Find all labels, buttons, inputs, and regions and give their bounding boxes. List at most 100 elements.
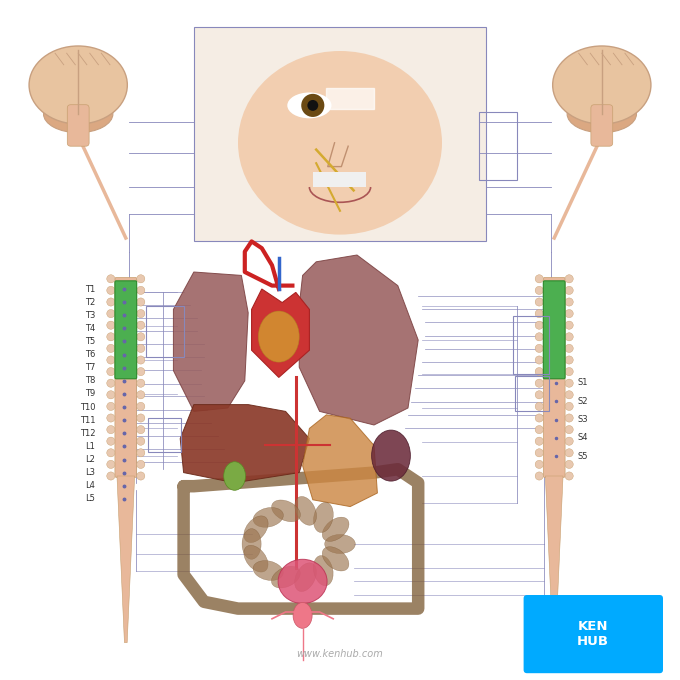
Polygon shape [299, 255, 418, 425]
Text: L4: L4 [85, 481, 95, 490]
Ellipse shape [371, 430, 410, 481]
Ellipse shape [287, 92, 332, 118]
Bar [194, 27, 486, 241]
Circle shape [535, 286, 543, 294]
Text: T1: T1 [85, 284, 95, 294]
Circle shape [535, 298, 543, 306]
Ellipse shape [44, 95, 113, 133]
Circle shape [565, 460, 573, 469]
Text: S4: S4 [578, 433, 588, 443]
Circle shape [565, 391, 573, 399]
Text: T7: T7 [85, 363, 95, 372]
Circle shape [535, 379, 543, 388]
Circle shape [107, 309, 115, 318]
Circle shape [137, 333, 145, 341]
Ellipse shape [238, 51, 442, 235]
Circle shape [137, 367, 145, 375]
Circle shape [107, 472, 115, 480]
Ellipse shape [322, 517, 349, 541]
Circle shape [107, 367, 115, 375]
Circle shape [565, 344, 573, 352]
Circle shape [137, 460, 145, 469]
Ellipse shape [293, 602, 312, 628]
Circle shape [535, 321, 543, 329]
Circle shape [535, 426, 543, 434]
Circle shape [107, 321, 115, 329]
Circle shape [535, 449, 543, 457]
Circle shape [137, 414, 145, 422]
Circle shape [107, 286, 115, 294]
Circle shape [565, 414, 573, 422]
Bar [313, 172, 366, 187]
Polygon shape [326, 88, 374, 109]
Circle shape [535, 367, 543, 375]
Ellipse shape [271, 566, 301, 588]
Circle shape [565, 449, 573, 457]
Circle shape [535, 472, 543, 480]
Ellipse shape [29, 46, 127, 124]
FancyBboxPatch shape [115, 277, 137, 477]
Circle shape [565, 275, 573, 283]
Circle shape [565, 379, 573, 388]
FancyBboxPatch shape [543, 277, 565, 477]
Bar [479, 112, 517, 180]
Text: L3: L3 [85, 469, 95, 477]
Circle shape [137, 472, 145, 480]
Text: www.kenhub.com: www.kenhub.com [296, 649, 384, 659]
Circle shape [107, 275, 115, 283]
Text: L5: L5 [85, 494, 95, 503]
Circle shape [565, 472, 573, 480]
Ellipse shape [294, 563, 316, 592]
Circle shape [107, 333, 115, 341]
Text: L1: L1 [85, 442, 95, 451]
Text: T8: T8 [85, 376, 95, 386]
Text: S3: S3 [578, 415, 589, 424]
Circle shape [107, 437, 115, 445]
Circle shape [535, 275, 543, 283]
Polygon shape [180, 405, 309, 483]
Circle shape [535, 333, 543, 341]
Text: T5: T5 [85, 337, 95, 346]
Circle shape [307, 100, 318, 111]
Circle shape [565, 356, 573, 364]
Circle shape [137, 286, 145, 294]
Ellipse shape [244, 545, 268, 572]
Text: T10: T10 [80, 403, 95, 411]
Circle shape [535, 391, 543, 399]
Circle shape [107, 391, 115, 399]
Circle shape [107, 298, 115, 306]
Circle shape [137, 356, 145, 364]
Circle shape [137, 321, 145, 329]
Circle shape [107, 344, 115, 352]
Text: KEN
HUB: KEN HUB [577, 620, 609, 649]
Ellipse shape [278, 559, 327, 604]
Text: T9: T9 [85, 390, 95, 398]
Circle shape [137, 275, 145, 283]
Text: T11: T11 [80, 415, 95, 425]
Ellipse shape [313, 556, 333, 585]
Ellipse shape [244, 516, 268, 543]
Circle shape [301, 94, 324, 117]
Polygon shape [545, 476, 563, 643]
Text: T4: T4 [85, 324, 95, 333]
Circle shape [107, 414, 115, 422]
Ellipse shape [258, 311, 299, 362]
Circle shape [565, 286, 573, 294]
Ellipse shape [313, 503, 333, 532]
FancyBboxPatch shape [67, 105, 89, 146]
Circle shape [535, 460, 543, 469]
Circle shape [137, 437, 145, 445]
Polygon shape [173, 272, 248, 411]
Circle shape [565, 298, 573, 306]
Circle shape [137, 391, 145, 399]
Bar [513, 316, 549, 374]
FancyBboxPatch shape [543, 281, 565, 379]
Text: S2: S2 [578, 396, 588, 406]
Ellipse shape [253, 560, 284, 581]
Circle shape [565, 437, 573, 445]
Ellipse shape [325, 534, 355, 554]
Circle shape [137, 298, 145, 306]
FancyBboxPatch shape [115, 281, 137, 379]
Circle shape [565, 321, 573, 329]
Circle shape [535, 414, 543, 422]
